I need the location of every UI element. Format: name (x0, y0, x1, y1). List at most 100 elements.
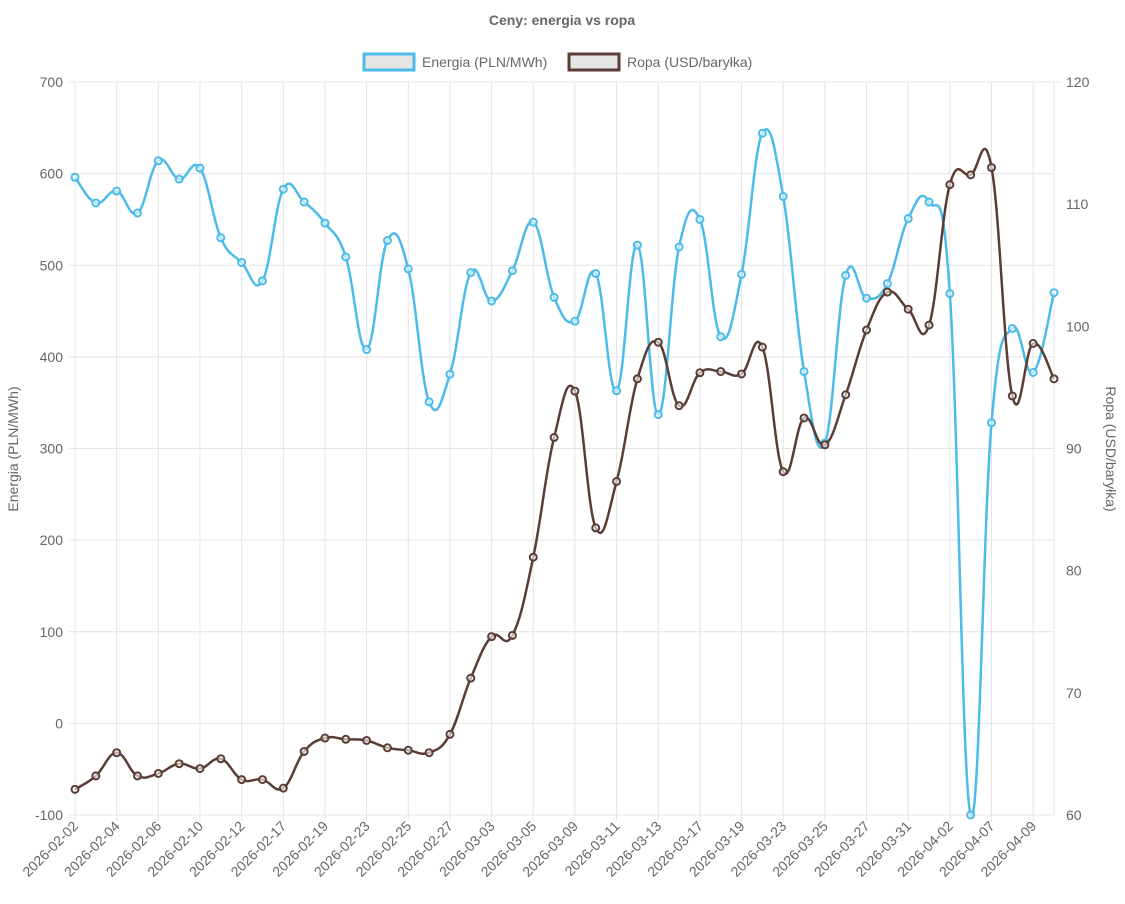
data-point[interactable] (549, 433, 559, 443)
data-point[interactable] (299, 197, 309, 207)
data-point[interactable] (632, 374, 642, 384)
data-point[interactable] (424, 748, 434, 758)
data-point[interactable] (1049, 374, 1059, 384)
data-point[interactable] (757, 342, 767, 352)
legend-item[interactable]: Energia (PLN/MWh) (362, 52, 547, 72)
data-point[interactable] (487, 632, 497, 642)
data-point[interactable] (862, 293, 872, 303)
data-point[interactable] (549, 292, 559, 302)
data-point[interactable] (507, 266, 517, 276)
data-point[interactable] (591, 523, 601, 533)
data-point[interactable] (841, 390, 851, 400)
data-point[interactable] (882, 279, 892, 289)
data-point[interactable] (216, 233, 226, 243)
data-point[interactable] (112, 186, 122, 196)
data-point[interactable] (174, 174, 184, 184)
data-point[interactable] (132, 208, 142, 218)
data-point[interactable] (528, 552, 538, 562)
data-point[interactable] (674, 401, 684, 411)
data-point[interactable] (153, 768, 163, 778)
data-point[interactable] (174, 759, 184, 769)
data-point[interactable] (966, 170, 976, 180)
data-point[interactable] (737, 369, 747, 379)
data-point[interactable] (466, 268, 476, 278)
data-point[interactable] (612, 476, 622, 486)
data-point[interactable] (799, 413, 809, 423)
data-point[interactable] (695, 214, 705, 224)
data-point[interactable] (403, 745, 413, 755)
data-point[interactable] (362, 735, 372, 745)
legend-swatch (567, 52, 621, 72)
data-point[interactable] (278, 783, 288, 793)
data-point[interactable] (91, 771, 101, 781)
data-point[interactable] (403, 264, 413, 274)
data-point[interactable] (382, 743, 392, 753)
data-point[interactable] (924, 197, 934, 207)
data-point[interactable] (612, 386, 622, 396)
data-point[interactable] (966, 810, 976, 820)
data-point[interactable] (70, 172, 80, 182)
data-point[interactable] (299, 746, 309, 756)
data-point[interactable] (653, 337, 663, 347)
data-point[interactable] (820, 440, 830, 450)
data-point[interactable] (778, 467, 788, 477)
data-point[interactable] (195, 163, 205, 173)
data-point[interactable] (1049, 288, 1059, 298)
data-point[interactable] (237, 775, 247, 785)
data-point[interactable] (445, 729, 455, 739)
data-point[interactable] (653, 410, 663, 420)
data-point[interactable] (841, 270, 851, 280)
data-point[interactable] (945, 180, 955, 190)
data-point[interactable] (70, 784, 80, 794)
data-point[interactable] (278, 184, 288, 194)
data-point[interactable] (737, 269, 747, 279)
data-point[interactable] (1007, 323, 1017, 333)
data-point[interactable] (445, 369, 455, 379)
data-point[interactable] (528, 217, 538, 227)
data-point[interactable] (1028, 367, 1038, 377)
data-point[interactable] (382, 236, 392, 246)
data-point[interactable] (112, 748, 122, 758)
data-point[interactable] (1007, 391, 1017, 401)
data-point[interactable] (466, 673, 476, 683)
data-point[interactable] (341, 734, 351, 744)
data-point[interactable] (778, 192, 788, 202)
data-point[interactable] (216, 754, 226, 764)
series-line (74, 147, 1056, 791)
data-point[interactable] (674, 242, 684, 252)
data-point[interactable] (924, 320, 934, 330)
data-point[interactable] (716, 332, 726, 342)
data-point[interactable] (257, 276, 267, 286)
data-point[interactable] (903, 214, 913, 224)
data-point[interactable] (695, 368, 705, 378)
data-point[interactable] (945, 289, 955, 299)
data-point[interactable] (424, 397, 434, 407)
data-point[interactable] (237, 258, 247, 268)
data-point[interactable] (632, 240, 642, 250)
data-point[interactable] (570, 316, 580, 326)
data-point[interactable] (987, 163, 997, 173)
data-point[interactable] (320, 218, 330, 228)
data-point[interactable] (362, 345, 372, 355)
legend-item[interactable]: Ropa (USD/baryłka) (567, 52, 752, 72)
data-point[interactable] (341, 252, 351, 262)
data-point[interactable] (987, 418, 997, 428)
data-point[interactable] (257, 775, 267, 785)
data-point[interactable] (570, 386, 580, 396)
data-point[interactable] (882, 287, 892, 297)
data-point[interactable] (799, 367, 809, 377)
data-point[interactable] (716, 367, 726, 377)
x-tick-labels: 2026-02-022026-02-042026-02-062026-02-10… (19, 818, 1039, 880)
data-point[interactable] (320, 733, 330, 743)
data-point[interactable] (487, 296, 497, 306)
data-point[interactable] (507, 630, 517, 640)
data-point[interactable] (195, 764, 205, 774)
data-point[interactable] (153, 156, 163, 166)
data-point[interactable] (862, 325, 872, 335)
data-point[interactable] (757, 128, 767, 138)
data-point[interactable] (591, 268, 601, 278)
data-point[interactable] (91, 198, 101, 208)
data-point[interactable] (132, 771, 142, 781)
data-point[interactable] (1028, 338, 1038, 348)
data-point[interactable] (903, 304, 913, 314)
